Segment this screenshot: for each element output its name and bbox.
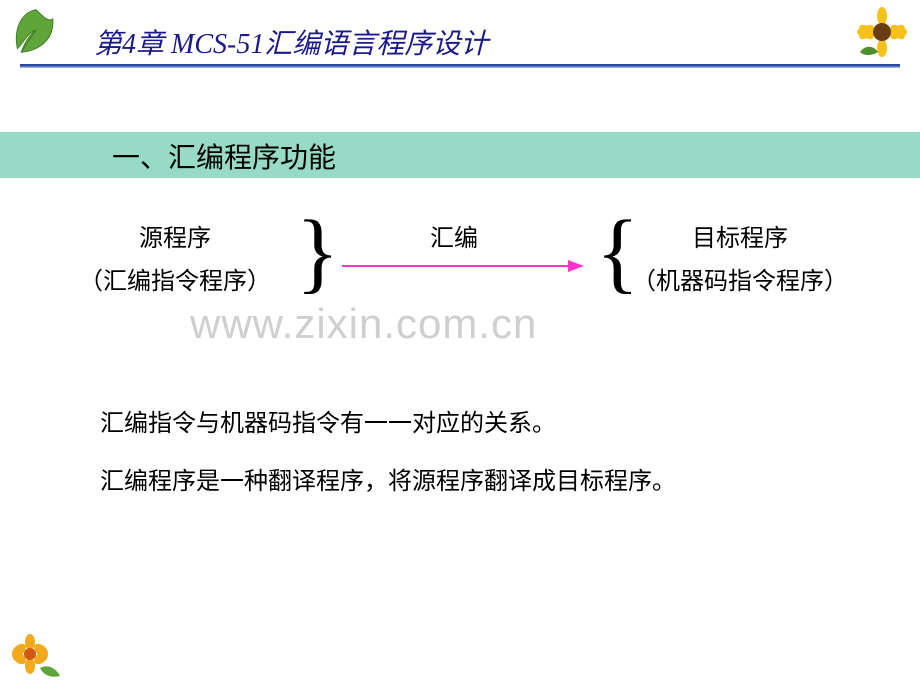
- arrow-icon: [338, 256, 588, 276]
- body-line-1: 汇编指令与机器码指令有一一对应的关系。: [100, 396, 676, 454]
- flower-icon: [6, 634, 62, 684]
- target-title: 目标程序: [600, 218, 880, 261]
- leaf-icon: [8, 4, 64, 56]
- body-paragraphs: 汇编指令与机器码指令有一一对应的关系。 汇编程序是一种翻译程序，将源程序翻译成目…: [100, 396, 676, 511]
- header-divider: [20, 64, 900, 68]
- brace-left: }: [296, 208, 339, 298]
- chapter-title: 第4章 MCS-51汇编语言程序设计: [94, 22, 488, 62]
- source-subtitle: （汇编指令程序）: [40, 261, 310, 304]
- slide: 第4章 MCS-51汇编语言程序设计 一、汇编程序功能: [0, 0, 920, 690]
- source-title: 源程序: [40, 218, 310, 261]
- diagram-source-column: 源程序 （汇编指令程序）: [40, 218, 310, 304]
- slide-header: 第4章 MCS-51汇编语言程序设计: [0, 0, 920, 70]
- assembly-diagram: 源程序 （汇编指令程序） } 汇编 { 目标程序 （机器码指令程序）: [40, 200, 880, 320]
- diagram-target-column: 目标程序 （机器码指令程序）: [600, 218, 880, 304]
- section-heading-band: 一、汇编程序功能: [0, 132, 920, 178]
- body-line-2: 汇编程序是一种翻译程序，将源程序翻译成目标程序。: [100, 454, 676, 512]
- sunflower-icon: [850, 6, 910, 62]
- section-heading: 一、汇编程序功能: [112, 136, 336, 176]
- arrow-label: 汇编: [430, 218, 478, 253]
- target-subtitle: （机器码指令程序）: [600, 261, 880, 304]
